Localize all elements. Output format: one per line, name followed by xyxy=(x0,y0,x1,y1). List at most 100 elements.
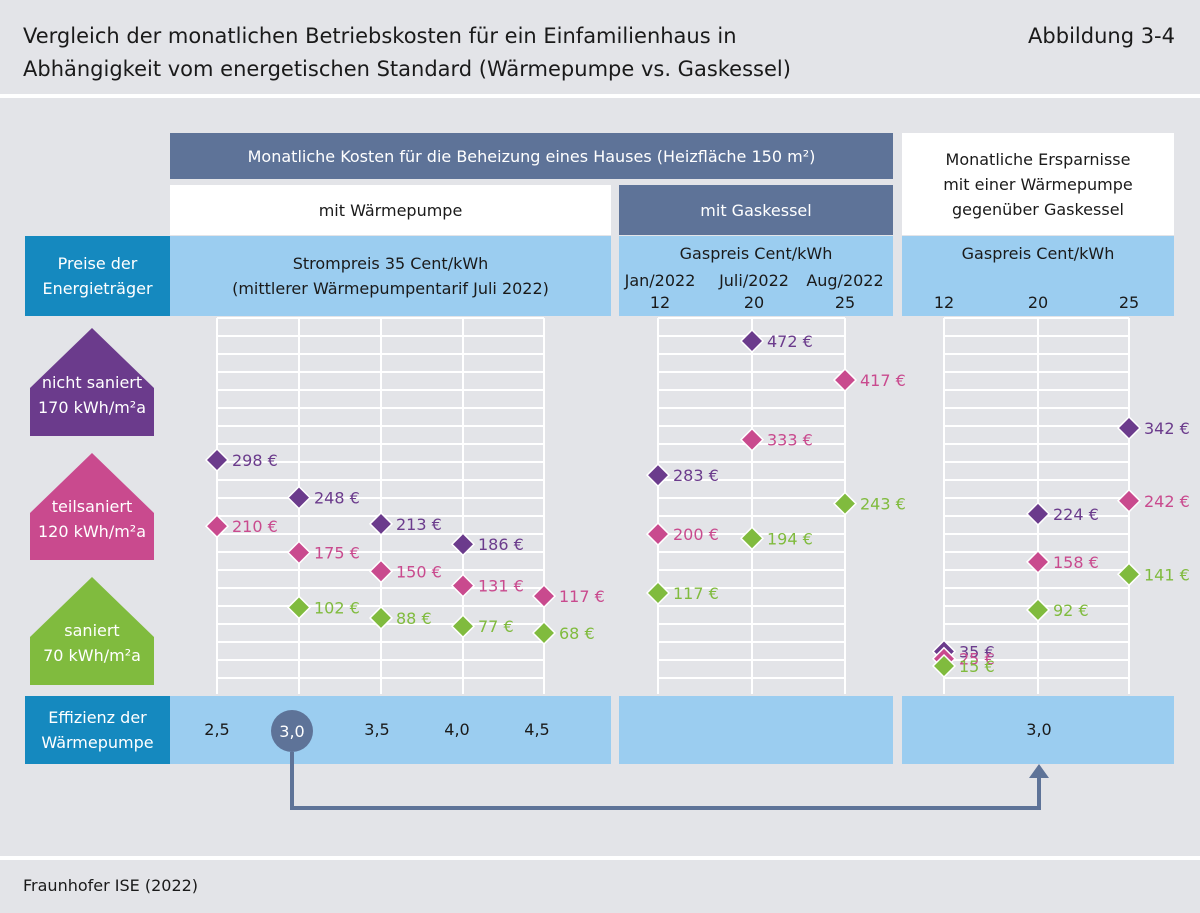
heat-pump-label-saniert-4: 68 € xyxy=(559,624,595,643)
heat-pump-label-teilsaniert-2: 150 € xyxy=(396,562,442,581)
house-label-saniert-line-2: 70 kWh/m²a xyxy=(43,646,141,665)
heat-pump-marker-nicht-saniert-0 xyxy=(204,447,230,473)
savings-gas-price-label: Gaspreis Cent/kWh xyxy=(961,244,1115,263)
gas-price-cell: Gaspreis Cent/kWh Jan/2022 Juli/2022 Aug… xyxy=(619,236,893,316)
savings-label-saniert-0: 15 € xyxy=(959,657,995,676)
gas-col-price-2: 20 xyxy=(743,293,765,312)
house-label-nicht-saniert-line-2: 170 kWh/m²a xyxy=(37,398,147,417)
gas-boiler-label-nicht-saniert-0: 283 € xyxy=(673,466,719,485)
savings-marker-nicht-saniert-2 xyxy=(1116,415,1142,441)
heat-pump-marker-nicht-saniert-1 xyxy=(286,485,312,510)
energy-prices-line-2: Energieträger xyxy=(42,279,153,298)
gas-boiler-label-nicht-saniert-1: 472 € xyxy=(767,332,813,351)
house-label-nicht-saniert-line-1: nicht saniert xyxy=(41,373,143,392)
efficiency-label-line-1: Effizienz der xyxy=(48,708,147,727)
savings-header-line-2: mit einer Wärmepumpe xyxy=(943,174,1133,194)
house-label-teilsaniert: teilsaniert 120 kWh/m²a xyxy=(30,494,154,544)
house-label-teilsaniert-line-1: teilsaniert xyxy=(51,497,133,516)
heat-pump-label-saniert-3: 77 € xyxy=(478,617,514,636)
gas-price-label: Gaspreis Cent/kWh xyxy=(679,244,833,263)
heat-pump-marker-saniert-1 xyxy=(286,595,312,620)
gas-boiler-label-saniert-0: 117 € xyxy=(673,584,719,603)
efficiency-values-cell: 2,5 3,5 4,0 4,5 xyxy=(170,696,611,764)
energy-prices-label: Preise der Energieträger xyxy=(25,236,170,316)
savings-col-price-2: 20 xyxy=(1027,293,1049,312)
heat-pump-label-saniert-1: 102 € xyxy=(314,598,360,617)
gas-col-date-1: Jan/2022 xyxy=(624,271,696,290)
heat-pump-label-teilsaniert-3: 131 € xyxy=(478,577,524,596)
gas-boiler-marker-saniert-1 xyxy=(739,526,765,551)
heat-pump-label-teilsaniert-1: 175 € xyxy=(314,544,360,563)
title-line-1: Vergleich der monatlichen Betriebskosten… xyxy=(23,24,737,48)
efficiency-label: Effizienz der Wärmepumpe xyxy=(25,696,170,764)
source-note: Fraunhofer ISE (2022) xyxy=(23,876,199,895)
savings-marker-teilsaniert-2 xyxy=(1116,488,1142,513)
gas-boiler-marker-saniert-0 xyxy=(645,580,671,606)
heat-pump-marker-saniert-2 xyxy=(368,605,394,631)
heat-pump-label-teilsaniert-0: 210 € xyxy=(232,517,278,536)
title-line-2: Abhängigkeit vom energetischen Standard … xyxy=(23,57,791,81)
gas-col-price-1: 12 xyxy=(649,293,671,312)
electricity-price-line-1: Strompreis 35 Cent/kWh xyxy=(292,254,489,273)
heat-pump-marker-nicht-saniert-3 xyxy=(450,532,476,557)
savings-label-nicht-saniert-1: 224 € xyxy=(1053,505,1099,524)
house-label-saniert: saniert 70 kWh/m²a xyxy=(30,618,154,668)
efficiency-value-1: 2,5 xyxy=(204,720,230,739)
heat-pump-label-nicht-saniert-3: 186 € xyxy=(478,535,524,554)
efficiency-highlight-badge: 3,0 xyxy=(271,710,313,752)
heat-pump-marker-nicht-saniert-2 xyxy=(368,511,394,536)
gas-col-date-2: Juli/2022 xyxy=(719,271,789,290)
savings-efficiency-cell: 3,0 xyxy=(902,696,1174,764)
gas-boiler-label-saniert-1: 194 € xyxy=(767,529,813,548)
savings-header-line-1: Monatliche Ersparnisse xyxy=(945,149,1131,169)
gas-col-price-3: 25 xyxy=(834,293,856,312)
gas-boiler-marker-nicht-saniert-0 xyxy=(645,463,671,488)
house-label-saniert-line-1: saniert xyxy=(64,621,120,640)
savings-gas-price-cell: Gaspreis Cent/kWh 12 20 25 xyxy=(902,236,1174,316)
house-label-nicht-saniert: nicht saniert 170 kWh/m²a xyxy=(30,370,154,420)
energy-prices-line-1: Preise der xyxy=(57,254,138,273)
electricity-price-line-2: (mittlerer Wärmepumpentarif Juli 2022) xyxy=(232,279,549,298)
gas-boiler-marker-teilsaniert-1 xyxy=(739,427,765,452)
gas-boiler-label-saniert-2: 243 € xyxy=(860,495,906,514)
house-icon-teilsaniert xyxy=(30,453,154,560)
connector-arrow-head xyxy=(1029,764,1049,778)
heat-pump-marker-teilsaniert-4 xyxy=(531,584,557,609)
electricity-price-cell: Strompreis 35 Cent/kWh (mittlerer Wärmep… xyxy=(170,236,611,316)
gas-boiler-marker-teilsaniert-2 xyxy=(832,367,858,393)
savings-col-price-1: 12 xyxy=(933,293,955,312)
gas-efficiency-cell xyxy=(619,696,893,764)
efficiency-value-3: 3,5 xyxy=(364,720,390,739)
savings-label-teilsaniert-0: 25 € xyxy=(959,650,995,669)
savings-marker-saniert-2 xyxy=(1116,562,1142,587)
monthly-costs-header: Monatliche Kosten für die Beheizung eine… xyxy=(170,133,893,179)
savings-label-teilsaniert-1: 158 € xyxy=(1053,553,1099,572)
savings-col-price-3: 25 xyxy=(1118,293,1140,312)
heat-pump-label-nicht-saniert-2: 213 € xyxy=(396,515,442,534)
gas-boiler-label-teilsaniert-0: 200 € xyxy=(673,525,719,544)
heat-pump-marker-teilsaniert-2 xyxy=(368,559,394,584)
heat-pump-marker-teilsaniert-1 xyxy=(286,540,312,565)
efficiency-value-4: 4,0 xyxy=(444,720,470,739)
heat-pump-marker-saniert-3 xyxy=(450,614,476,639)
gas-boiler-marker-saniert-2 xyxy=(832,491,858,516)
heat-pump-marker-teilsaniert-3 xyxy=(450,573,476,598)
top-divider xyxy=(0,94,1200,98)
savings-label-nicht-saniert-2: 342 € xyxy=(1144,419,1190,438)
heat-pump-marker-teilsaniert-0 xyxy=(204,514,230,539)
connector-arrow-line xyxy=(290,752,1041,810)
savings-marker-saniert-1 xyxy=(1025,597,1051,623)
savings-header-line-3: gegenüber Gaskessel xyxy=(952,199,1124,219)
gas-col-date-3: Aug/2022 xyxy=(806,271,884,290)
heat-pump-label-nicht-saniert-1: 248 € xyxy=(314,489,360,508)
heat-pump-label-nicht-saniert-0: 298 € xyxy=(232,451,278,470)
page-title: Vergleich der monatlichen Betriebskosten… xyxy=(23,20,903,86)
savings-marker-nicht-saniert-1 xyxy=(1025,501,1051,526)
savings-marker-saniert-0 xyxy=(931,653,957,679)
house-icon-saniert xyxy=(30,577,154,685)
gas-boiler-marker-nicht-saniert-1 xyxy=(739,328,765,354)
gas-boiler-label-teilsaniert-2: 417 € xyxy=(860,371,906,390)
gas-boiler-label-teilsaniert-1: 333 € xyxy=(767,431,813,450)
